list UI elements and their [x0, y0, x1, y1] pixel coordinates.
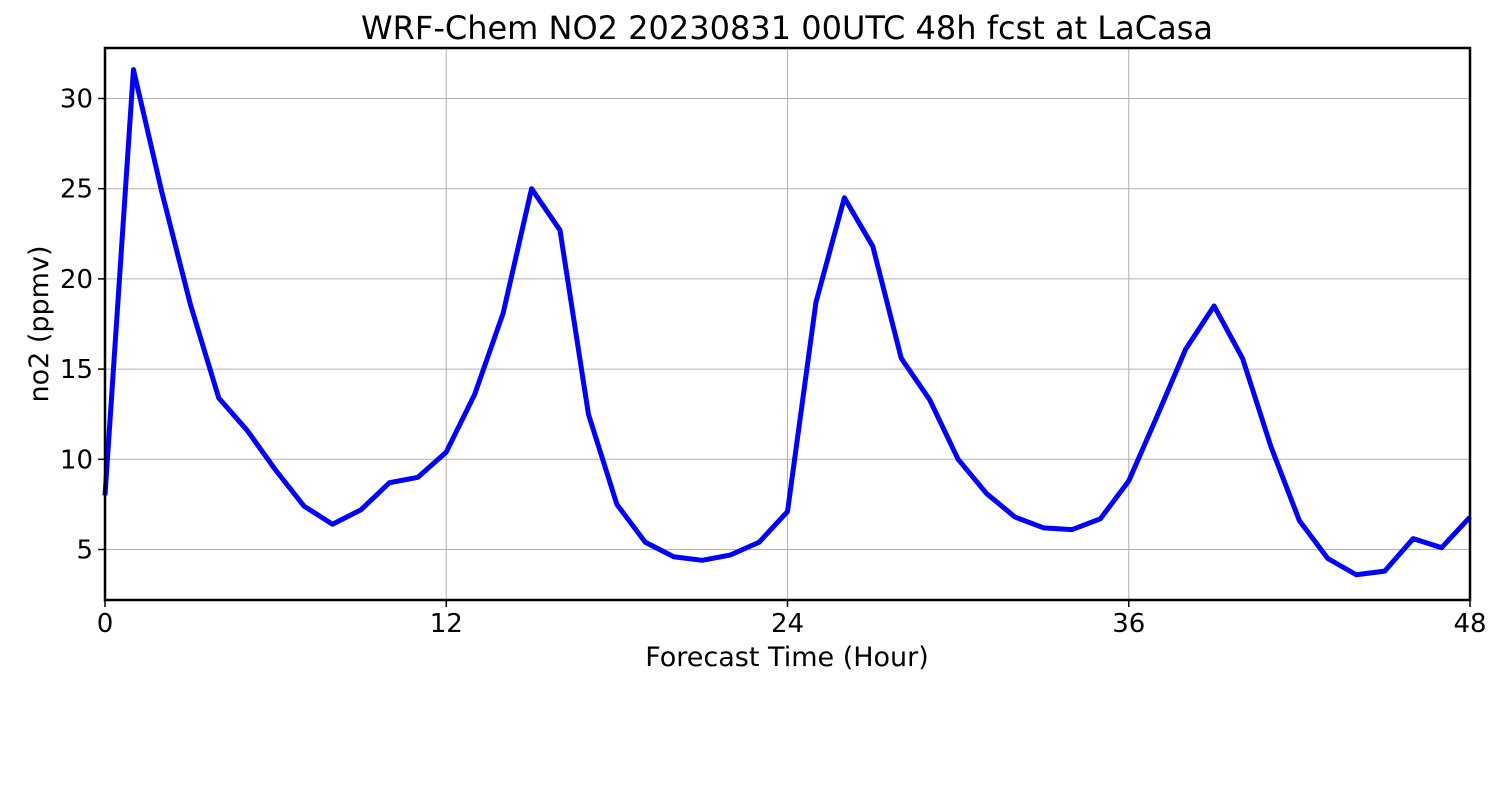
chart-title: WRF-Chem NO2 20230831 00UTC 48h fcst at …	[361, 9, 1213, 47]
x-axis-label: Forecast Time (Hour)	[645, 642, 929, 673]
y-tick-label: 15	[60, 355, 93, 385]
x-tick-label: 24	[771, 609, 804, 639]
y-tick-label: 20	[60, 265, 93, 295]
x-tick-label: 48	[1453, 609, 1486, 639]
x-tick-label: 0	[97, 609, 114, 639]
x-tick-label: 36	[1112, 609, 1145, 639]
y-tick-label: 10	[60, 445, 93, 475]
axis-ticks: 0 12 24 36 48 5 10 15 20 25 30	[60, 85, 1487, 639]
y-tick-label: 5	[76, 535, 93, 565]
y-axis-label: no2 (ppmv)	[24, 245, 55, 402]
y-tick-label: 25	[60, 175, 93, 205]
x-tick-label: 12	[430, 609, 463, 639]
series-line-no2	[102, 67, 1472, 578]
grid	[104, 48, 1471, 600]
y-tick-label: 30	[60, 85, 93, 115]
